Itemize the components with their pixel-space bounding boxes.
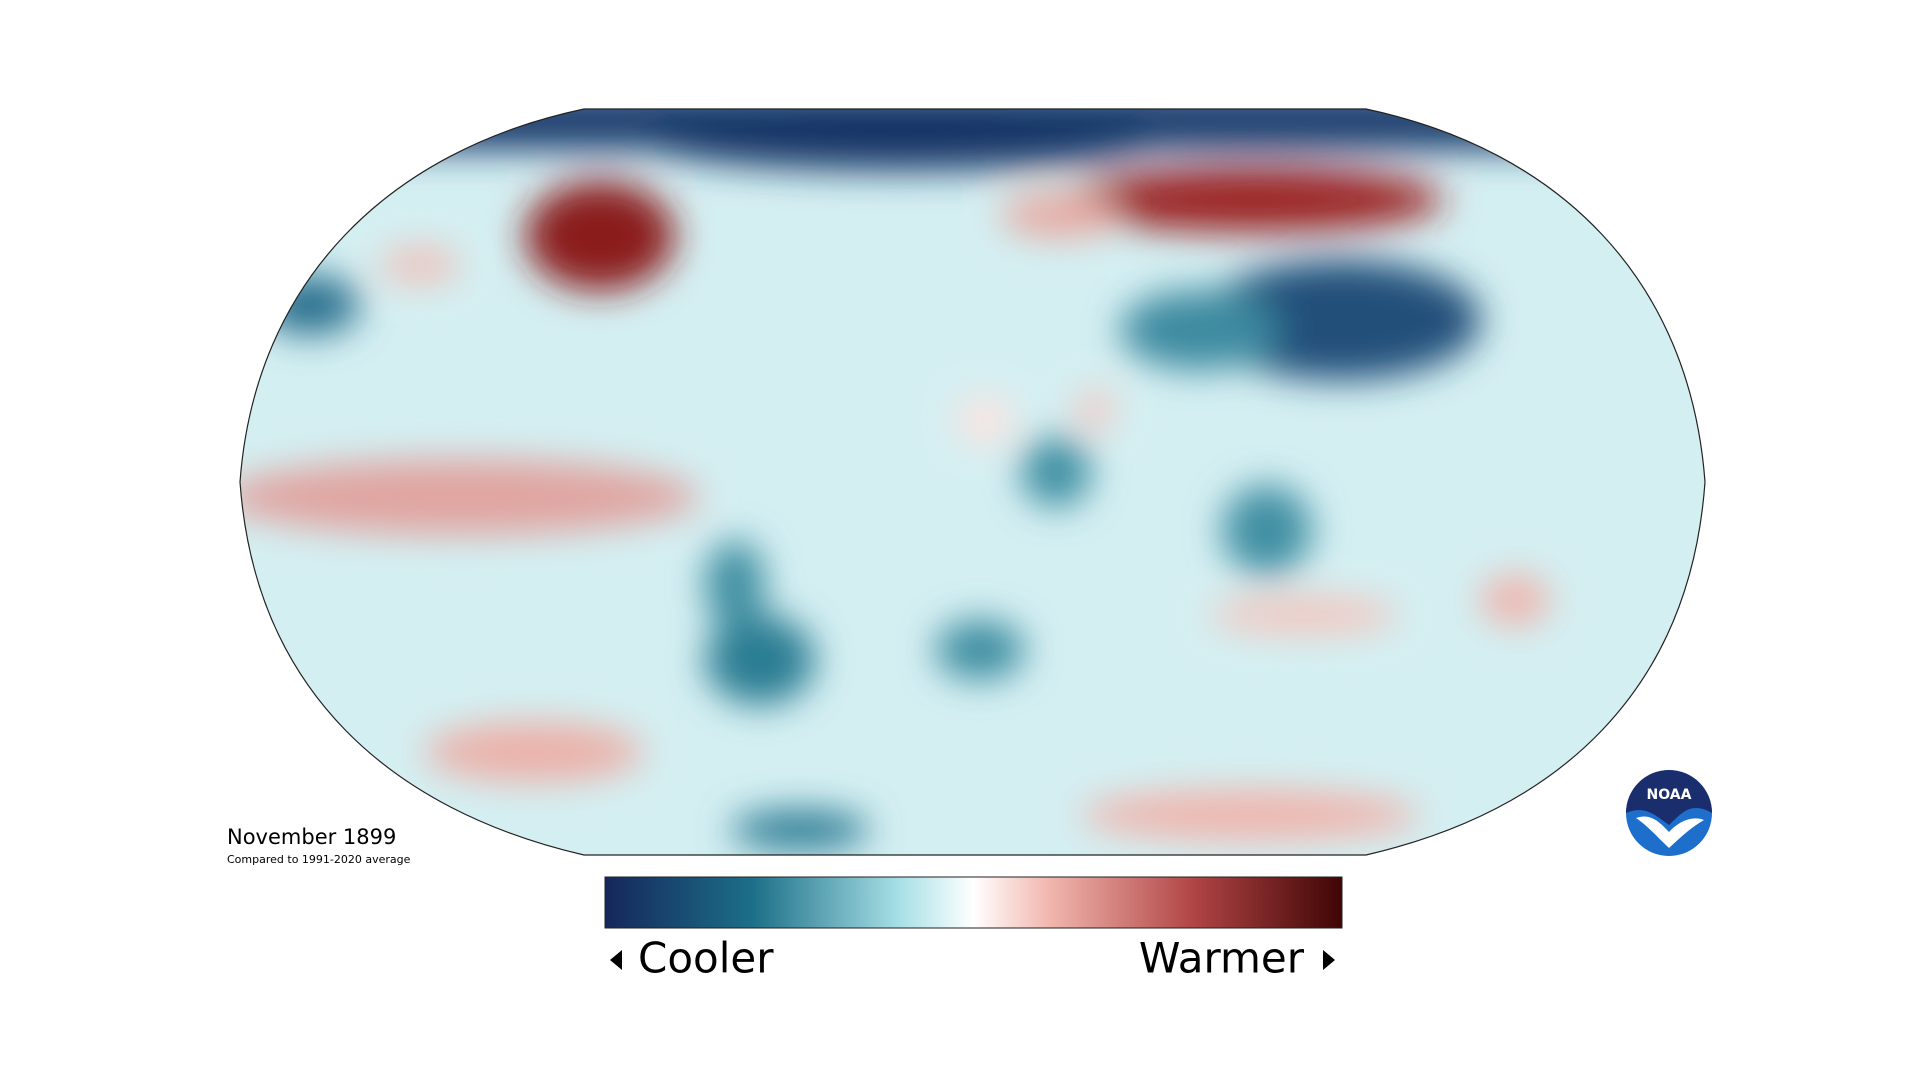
logo-text: NOAA: [1647, 787, 1692, 803]
legend-high-label: Warmer: [1139, 934, 1305, 983]
color-scale: [604, 876, 1343, 929]
legend-low-label: Cooler: [638, 934, 774, 983]
map-title: November 1899: [227, 825, 396, 849]
anomaly-field: [240, 109, 1705, 855]
noaa-logo: NOAA: [1626, 770, 1712, 856]
arrow-right: [1323, 950, 1335, 970]
map-outline: [239, 108, 1706, 856]
map-subtitle: Compared to 1991-2020 average: [227, 853, 411, 866]
arrow-left: [610, 950, 622, 970]
